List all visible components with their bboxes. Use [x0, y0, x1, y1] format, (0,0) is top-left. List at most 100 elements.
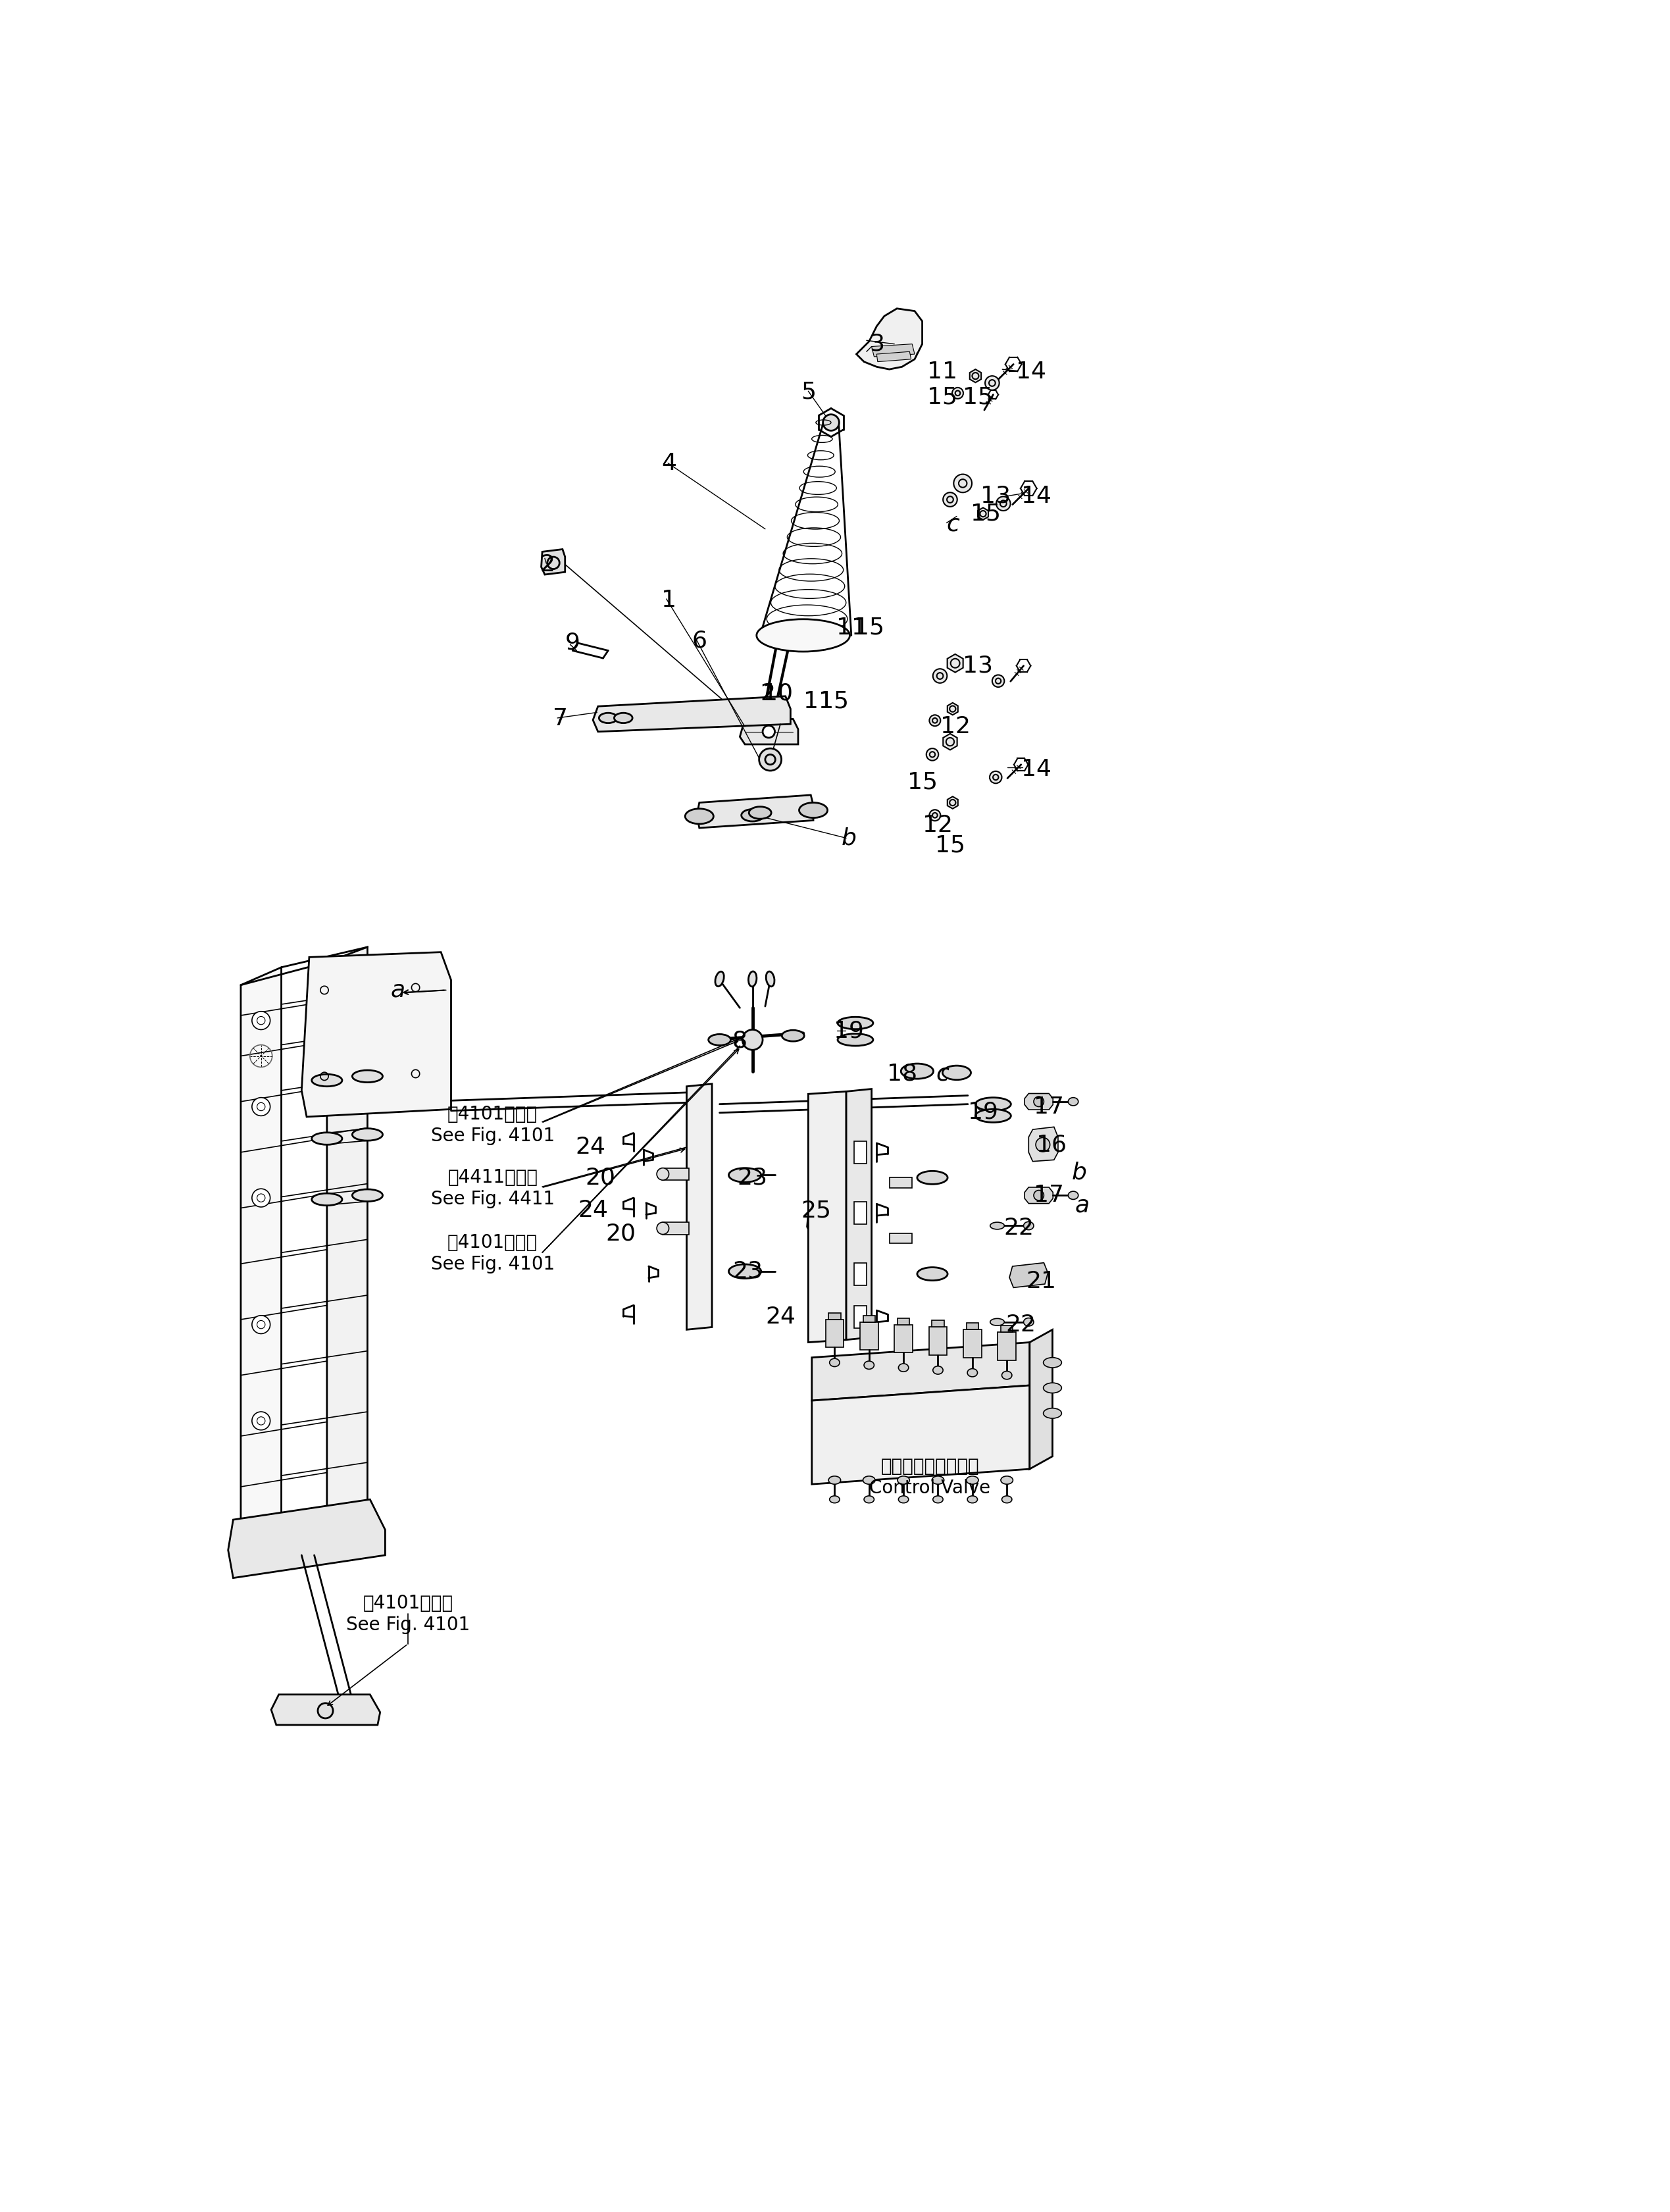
Polygon shape [686, 1084, 711, 1329]
Ellipse shape [898, 1495, 908, 1502]
Polygon shape [932, 1321, 944, 1327]
Text: 24: 24 [574, 1137, 606, 1159]
Ellipse shape [352, 1190, 382, 1201]
Circle shape [952, 387, 964, 398]
Ellipse shape [967, 1369, 977, 1376]
Polygon shape [825, 1321, 843, 1347]
Polygon shape [593, 697, 790, 732]
Text: 19: 19 [969, 1102, 999, 1124]
Circle shape [548, 557, 559, 568]
Circle shape [997, 495, 1010, 511]
Text: 23: 23 [738, 1166, 768, 1188]
Polygon shape [967, 1323, 979, 1329]
Text: 22: 22 [1004, 1217, 1034, 1239]
Ellipse shape [990, 1223, 1004, 1230]
Circle shape [252, 1411, 271, 1429]
Text: 15: 15 [964, 387, 994, 409]
Text: 第4101図参照: 第4101図参照 [448, 1234, 538, 1252]
Polygon shape [872, 345, 915, 356]
Polygon shape [947, 796, 959, 810]
Text: 第4411図参照: 第4411図参照 [448, 1168, 538, 1188]
Ellipse shape [932, 1475, 944, 1484]
Ellipse shape [942, 1066, 970, 1079]
Text: 9: 9 [564, 633, 579, 655]
Text: 15: 15 [935, 834, 965, 856]
Ellipse shape [975, 1108, 1010, 1121]
Ellipse shape [917, 1267, 947, 1281]
Circle shape [317, 1703, 332, 1719]
Ellipse shape [782, 1031, 805, 1042]
Text: 1: 1 [661, 588, 676, 611]
Text: 16: 16 [1037, 1133, 1067, 1157]
Ellipse shape [967, 1495, 977, 1502]
Ellipse shape [748, 807, 772, 818]
Ellipse shape [863, 1360, 873, 1369]
Ellipse shape [715, 971, 725, 987]
Polygon shape [890, 1177, 912, 1188]
Circle shape [252, 1097, 271, 1115]
Text: 11: 11 [803, 690, 833, 712]
Text: See Fig. 4101: See Fig. 4101 [431, 1126, 554, 1146]
Ellipse shape [967, 1475, 979, 1484]
Ellipse shape [828, 1475, 840, 1484]
Polygon shape [853, 1305, 867, 1327]
Text: 第4101図参照: 第4101図参照 [448, 1106, 538, 1124]
Polygon shape [1025, 1188, 1054, 1203]
Ellipse shape [1000, 1475, 1014, 1484]
Ellipse shape [1044, 1358, 1062, 1367]
Ellipse shape [656, 1168, 670, 1181]
Text: 17: 17 [1034, 1183, 1064, 1206]
Text: 第4101図参照: 第4101図参照 [362, 1595, 453, 1613]
Text: c: c [935, 1062, 949, 1084]
Polygon shape [860, 1323, 878, 1349]
Polygon shape [1025, 1093, 1054, 1110]
Circle shape [1034, 1097, 1044, 1106]
Text: 2: 2 [539, 553, 554, 575]
Polygon shape [1009, 1263, 1047, 1287]
Polygon shape [240, 967, 281, 1537]
Ellipse shape [1069, 1192, 1079, 1199]
Text: 21: 21 [1025, 1270, 1057, 1292]
Ellipse shape [685, 810, 713, 823]
Text: 15: 15 [907, 772, 937, 794]
Polygon shape [1000, 1325, 1014, 1332]
Text: 12: 12 [940, 714, 970, 739]
Text: See Fig. 4411: See Fig. 4411 [431, 1190, 554, 1208]
Text: b: b [842, 827, 857, 849]
Polygon shape [541, 549, 564, 575]
Polygon shape [947, 703, 959, 714]
Ellipse shape [748, 971, 757, 987]
Circle shape [944, 493, 957, 507]
Circle shape [760, 748, 782, 770]
Polygon shape [812, 1343, 1030, 1400]
Ellipse shape [830, 1358, 840, 1367]
Text: 7: 7 [553, 708, 568, 730]
Circle shape [1034, 1190, 1044, 1201]
Polygon shape [997, 1332, 1015, 1360]
Text: b: b [1072, 1161, 1087, 1183]
Text: 13: 13 [980, 484, 1010, 507]
Ellipse shape [1024, 1221, 1034, 1230]
Text: 8: 8 [731, 1029, 748, 1053]
Text: 14: 14 [1015, 361, 1047, 383]
Polygon shape [977, 509, 989, 520]
Circle shape [763, 726, 775, 739]
Polygon shape [302, 951, 451, 1117]
Text: 11: 11 [837, 617, 867, 639]
Polygon shape [853, 1263, 867, 1285]
Ellipse shape [352, 1071, 382, 1082]
Ellipse shape [312, 1075, 342, 1086]
Text: 14: 14 [1020, 759, 1052, 781]
Text: 5: 5 [800, 380, 817, 403]
Ellipse shape [838, 1033, 873, 1046]
Text: 20: 20 [586, 1166, 616, 1188]
Circle shape [252, 1011, 271, 1029]
Text: 19: 19 [833, 1020, 863, 1042]
Polygon shape [812, 1385, 1030, 1484]
Circle shape [934, 668, 947, 684]
Ellipse shape [1002, 1371, 1012, 1380]
Text: 22: 22 [1005, 1314, 1035, 1336]
Text: 4: 4 [661, 451, 676, 473]
Ellipse shape [708, 1035, 731, 1046]
Ellipse shape [757, 619, 850, 653]
